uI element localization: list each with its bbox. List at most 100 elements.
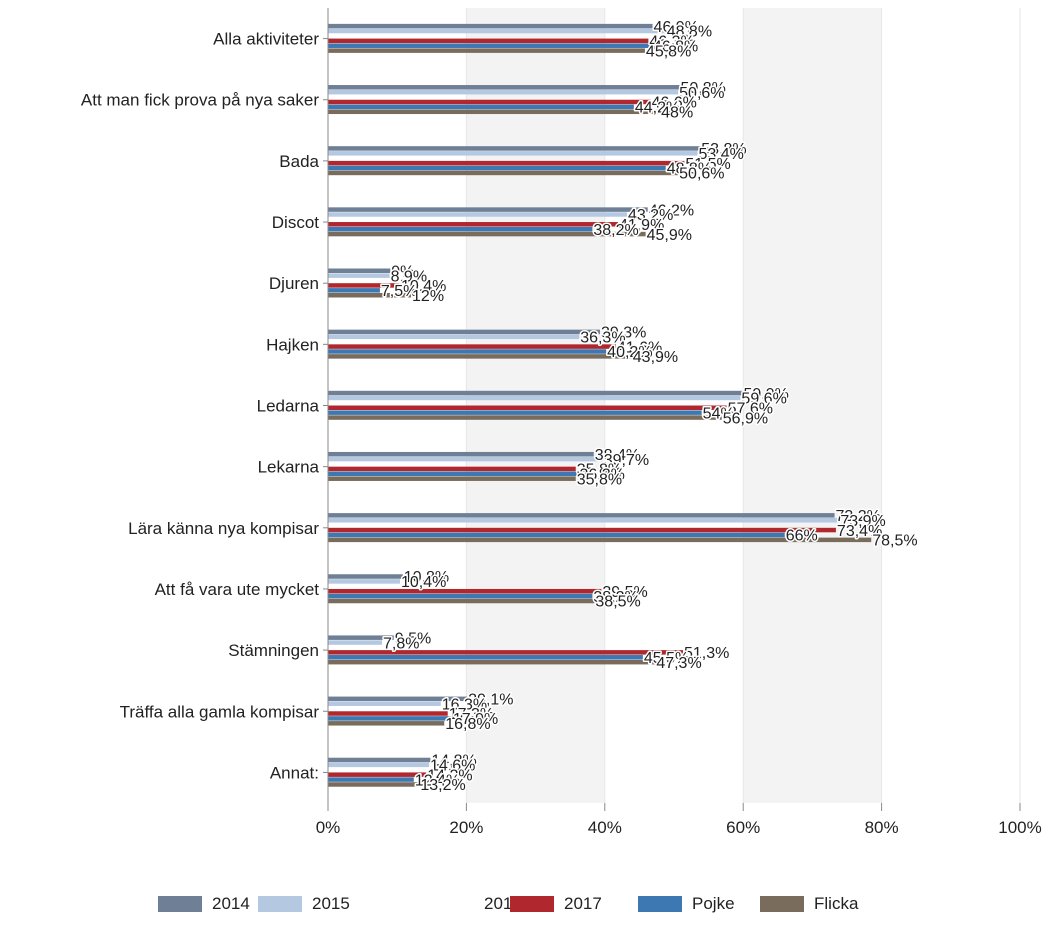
x-tick-label: 40% (588, 818, 622, 837)
bar-2015 (328, 151, 698, 156)
bar-2014 (328, 85, 680, 90)
data-label: 40,2% (607, 344, 652, 361)
bar-flicka (328, 231, 646, 237)
data-label: 8,9% (391, 268, 427, 285)
legend-label-2015: 2015 (312, 894, 350, 913)
bar-flicka (328, 292, 412, 298)
bar-flicka (328, 415, 722, 420)
bar-2017 (328, 99, 651, 105)
data-label: 73,2% (836, 508, 881, 525)
bar-2014 (328, 513, 835, 518)
data-label: 66% (786, 528, 818, 545)
axes: Alla aktiviteter Att man fick prova på ny… (81, 8, 1042, 837)
bar-2014 (328, 574, 403, 579)
legend-swatch-flicka (760, 896, 804, 912)
data-label: 46,3% (649, 34, 694, 51)
bar-2017 (328, 466, 576, 472)
data-label: 12,4% (415, 772, 460, 789)
data-label: 73,9% (840, 513, 885, 530)
data-label: 43,2% (628, 207, 673, 224)
data-label: 14,6% (430, 758, 475, 775)
bar-pojke (328, 165, 666, 171)
data-label: 14,2% (427, 767, 472, 784)
x-tick-label: 60% (726, 818, 760, 837)
bar-2014 (328, 23, 653, 29)
data-label: 12% (412, 288, 444, 305)
category-label: Annat: (270, 763, 319, 782)
bar-2017 (328, 650, 683, 655)
bar-flicka (328, 598, 595, 604)
bar-pojke (328, 532, 785, 538)
bar-2015 (328, 762, 430, 768)
bar-flicka (328, 537, 872, 543)
bar-flicka (328, 48, 645, 53)
data-label: 20,1% (468, 692, 513, 709)
legend-swatch-2017 (510, 896, 554, 912)
bar-2015 (328, 579, 400, 584)
data-label: 17,9% (453, 711, 498, 728)
bar-2017 (328, 38, 649, 44)
bar-2014 (328, 268, 391, 273)
data-label: 50,8% (681, 80, 726, 97)
data-label: 35,8% (577, 471, 622, 488)
bar-2017 (328, 283, 400, 288)
data-label: 53,8% (701, 141, 746, 158)
bar-2015 (328, 334, 580, 340)
data-label: 54% (703, 405, 735, 422)
bar-flicka (328, 659, 656, 665)
legend-swatch-2014 (158, 896, 202, 912)
data-label: 46,2% (649, 202, 694, 219)
data-label: 10,4% (401, 574, 446, 591)
bar-2017 (328, 160, 685, 166)
data-label: 41,9% (619, 217, 664, 234)
x-tick-label: 80% (865, 818, 899, 837)
bar-pojke (328, 471, 579, 477)
data-label: 7,8% (383, 635, 419, 652)
data-label: 36,2% (580, 467, 625, 484)
legend-label-pojke: Pojke (692, 894, 735, 913)
data-label: 51,5% (685, 156, 730, 173)
category-label: Att få vara ute mycket (155, 580, 320, 599)
bar-2015 (328, 89, 679, 95)
bar-2017 (328, 222, 618, 227)
bars (328, 23, 872, 787)
data-label: 46,8% (653, 38, 698, 55)
data-label: 39,5% (602, 584, 647, 601)
category-label: Lekarna (258, 458, 320, 477)
data-label: 10,4% (401, 278, 446, 295)
data-label: 43,9% (633, 349, 678, 366)
data-label: 78,5% (872, 533, 917, 550)
bar-2017 (328, 588, 602, 594)
bar-2014 (328, 757, 431, 763)
bar-2017 (328, 711, 448, 716)
legend-label-flicka: Flicka (814, 894, 859, 913)
data-label: 44,2% (635, 100, 680, 117)
data-label: 46,9% (654, 19, 699, 36)
data-label: 14,8% (431, 753, 476, 770)
bar-pojke (328, 410, 702, 415)
bar-2015 (328, 212, 627, 217)
bar-flicka (328, 476, 576, 481)
bar-flicka (328, 782, 420, 787)
data-label: 13,2% (420, 777, 465, 794)
bar-pojke (328, 655, 643, 660)
bar-pojke (328, 226, 593, 232)
bar-2015 (328, 273, 390, 278)
legend-label-2014: 2014 (212, 894, 250, 913)
bar-pojke (328, 777, 414, 782)
data-label: 35,8% (577, 462, 622, 479)
data-label: 9% (391, 263, 414, 280)
bar-flicka (328, 109, 661, 115)
data-label: 7,5% (381, 283, 417, 300)
data-label: 38,2% (593, 222, 638, 239)
data-label: 53,4% (699, 146, 744, 163)
bar-2017 (328, 772, 427, 777)
legend-swatch-pojke (638, 896, 682, 912)
data-label: 38,4% (595, 447, 640, 464)
bar-pojke (328, 349, 607, 354)
legend: 2014 2015 2016 2017 Pojke Flicka (158, 894, 859, 913)
data-labels: 46,9%48,8%46,3%46,8%45,8%50,8%50,6%46,6%… (379, 17, 919, 795)
data-label: 45,9% (647, 227, 692, 244)
